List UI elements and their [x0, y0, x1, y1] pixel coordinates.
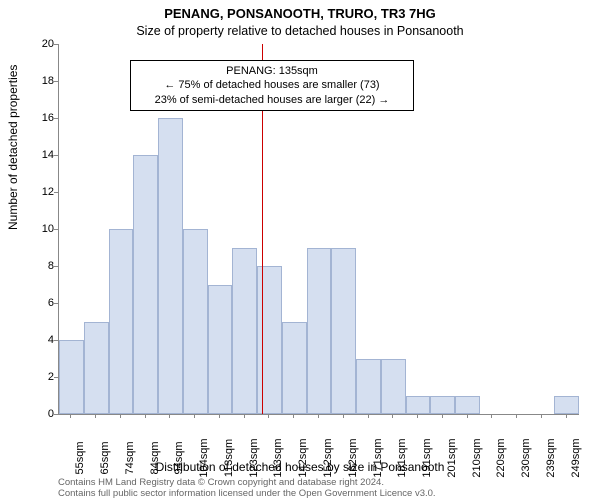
x-tick-mark [194, 414, 195, 418]
y-tick-mark [54, 266, 58, 267]
x-tick-mark [541, 414, 542, 418]
chart-title-main: PENANG, PONSANOOTH, TRURO, TR3 7HG [0, 6, 600, 21]
y-tick-label: 6 [24, 297, 54, 309]
x-axis-label: Distribution of detached houses by size … [0, 460, 600, 474]
histogram-bar [158, 118, 183, 414]
y-tick-mark [54, 44, 58, 45]
y-tick-mark [54, 303, 58, 304]
footer-attribution: Contains HM Land Registry data © Crown c… [58, 478, 436, 500]
x-tick-mark [268, 414, 269, 418]
y-tick-mark [54, 377, 58, 378]
x-tick-mark [343, 414, 344, 418]
annotation-box: PENANG: 135sqm ← 75% of detached houses … [130, 60, 414, 111]
x-tick-mark [244, 414, 245, 418]
x-tick-mark [442, 414, 443, 418]
y-tick-mark [54, 155, 58, 156]
histogram-bar [356, 359, 381, 415]
y-axis-label: Number of detached properties [6, 65, 20, 230]
x-tick-mark [219, 414, 220, 418]
x-tick-mark [566, 414, 567, 418]
y-tick-label: 20 [24, 38, 54, 50]
y-tick-label: 12 [24, 186, 54, 198]
y-tick-mark [54, 414, 58, 415]
annotation-line-3: 23% of semi-detached houses are larger (… [137, 93, 407, 107]
histogram-bar [455, 396, 480, 415]
histogram-bar [208, 285, 233, 415]
chart-container: PENANG, PONSANOOTH, TRURO, TR3 7HG Size … [0, 0, 600, 500]
histogram-bar [282, 322, 307, 415]
histogram-bar [381, 359, 406, 415]
histogram-bar [430, 396, 455, 415]
y-tick-label: 2 [24, 371, 54, 383]
x-tick-mark [120, 414, 121, 418]
histogram-bar [257, 266, 282, 414]
y-tick-label: 8 [24, 260, 54, 272]
y-tick-mark [54, 340, 58, 341]
chart-title-sub: Size of property relative to detached ho… [0, 24, 600, 38]
y-tick-mark [54, 192, 58, 193]
histogram-bar [109, 229, 134, 414]
x-tick-mark [95, 414, 96, 418]
footer-line-2: Contains full public sector information … [58, 489, 436, 500]
x-tick-mark [169, 414, 170, 418]
x-tick-mark [293, 414, 294, 418]
histogram-bar [406, 396, 431, 415]
histogram-bar [84, 322, 109, 415]
x-tick-mark [368, 414, 369, 418]
x-tick-mark [417, 414, 418, 418]
histogram-bar [331, 248, 356, 415]
x-tick-mark [467, 414, 468, 418]
histogram-bar [183, 229, 208, 414]
y-tick-label: 14 [24, 149, 54, 161]
x-tick-mark [318, 414, 319, 418]
histogram-bar [59, 340, 84, 414]
y-tick-label: 16 [24, 112, 54, 124]
annotation-line-1: PENANG: 135sqm [137, 64, 407, 78]
x-tick-mark [145, 414, 146, 418]
x-tick-mark [516, 414, 517, 418]
x-tick-mark [70, 414, 71, 418]
y-tick-label: 4 [24, 334, 54, 346]
annotation-line-2: ← 75% of detached houses are smaller (73… [137, 78, 407, 92]
y-tick-mark [54, 81, 58, 82]
y-tick-label: 0 [24, 408, 54, 420]
y-tick-mark [54, 229, 58, 230]
y-tick-label: 10 [24, 223, 54, 235]
histogram-bar [554, 396, 579, 415]
y-tick-label: 18 [24, 75, 54, 87]
histogram-bar [232, 248, 257, 415]
x-tick-mark [491, 414, 492, 418]
x-tick-mark [392, 414, 393, 418]
histogram-bar [133, 155, 158, 414]
histogram-bar [307, 248, 332, 415]
y-tick-mark [54, 118, 58, 119]
